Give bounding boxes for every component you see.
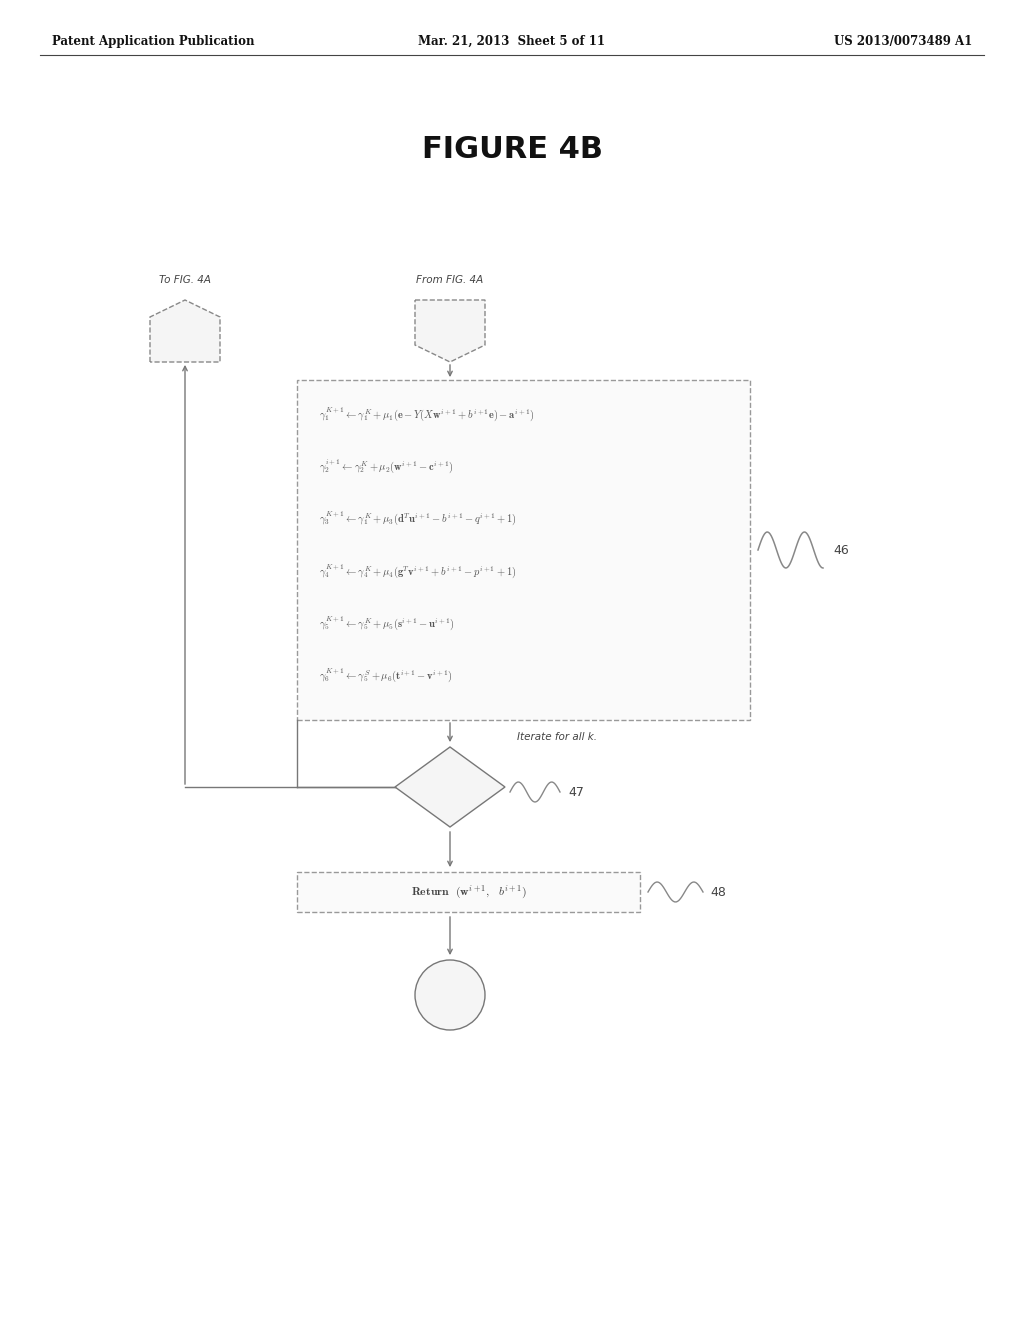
Polygon shape <box>415 300 485 362</box>
Circle shape <box>415 960 485 1030</box>
Text: US 2013/0073489 A1: US 2013/0073489 A1 <box>834 36 972 48</box>
Text: 48: 48 <box>710 886 726 899</box>
Text: $\mathbf{Return}\ \ (\mathbf{w}^{i+1},\ \ b^{i+1})$: $\mathbf{Return}\ \ (\mathbf{w}^{i+1},\ … <box>411 883 526 900</box>
FancyBboxPatch shape <box>297 380 750 719</box>
Text: $\gamma_6^{K+1} \leftarrow \gamma_5^S + \mu_6(\mathbf{t}^{i+1} - \mathbf{v}^{i+1: $\gamma_6^{K+1} \leftarrow \gamma_5^S + … <box>319 667 453 684</box>
Text: Iterate for all k.: Iterate for all k. <box>517 733 597 742</box>
FancyBboxPatch shape <box>297 873 640 912</box>
Text: $\gamma_3^{K+1} \leftarrow \gamma_1^K + \mu_3(\mathbf{d}^T\mathbf{u}^{i+1} - b^{: $\gamma_3^{K+1} \leftarrow \gamma_1^K + … <box>319 510 516 528</box>
Text: $\gamma_2^{i+1} \leftarrow \gamma_2^K + \mu_2(\mathbf{w}^{i+1} - \mathbf{c}^{i+1: $\gamma_2^{i+1} \leftarrow \gamma_2^K + … <box>319 458 454 475</box>
Text: Patent Application Publication: Patent Application Publication <box>52 36 255 48</box>
Text: $\gamma_4^{K+1} \leftarrow \gamma_4^K + \mu_4(\mathbf{g}^T\mathbf{v}^{i+1} + b^{: $\gamma_4^{K+1} \leftarrow \gamma_4^K + … <box>319 562 516 579</box>
Text: From FIG. 4A: From FIG. 4A <box>417 275 483 285</box>
Text: FIGURE 4B: FIGURE 4B <box>422 136 602 165</box>
Polygon shape <box>150 300 220 362</box>
Text: To FIG. 4A: To FIG. 4A <box>159 275 211 285</box>
Text: 47: 47 <box>568 785 584 799</box>
Text: $\gamma_1^{K+1} \leftarrow \gamma_1^K + \mu_1(\mathbf{e} - Y(X\mathbf{w}^{i+1} +: $\gamma_1^{K+1} \leftarrow \gamma_1^K + … <box>319 405 535 422</box>
Polygon shape <box>395 747 505 828</box>
Text: Mar. 21, 2013  Sheet 5 of 11: Mar. 21, 2013 Sheet 5 of 11 <box>419 36 605 48</box>
Text: 46: 46 <box>833 544 849 557</box>
Text: $\gamma_5^{K+1} \leftarrow \gamma_5^K + \mu_5(\mathbf{s}^{i+1} - \mathbf{u}^{i+1: $\gamma_5^{K+1} \leftarrow \gamma_5^K + … <box>319 615 455 632</box>
